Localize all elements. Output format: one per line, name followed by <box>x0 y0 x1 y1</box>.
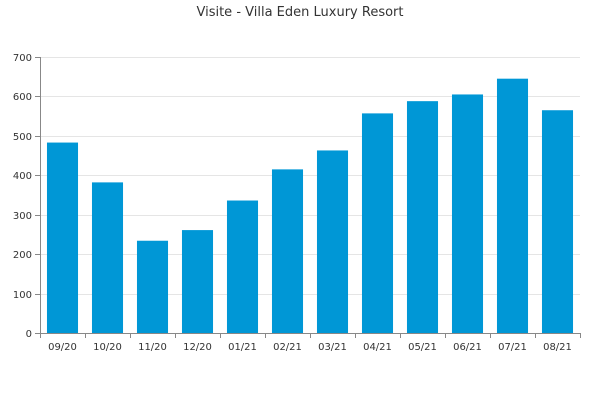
x-tick-label: 10/20 <box>93 342 122 353</box>
x-tick-label: 08/21 <box>543 342 572 353</box>
bar-02-21 <box>271 169 304 333</box>
x-tick-label: 11/20 <box>138 342 167 353</box>
y-axis-ticks: 0 100 200 300 400 500 600 700 <box>13 53 40 340</box>
x-tick-label: 02/21 <box>273 342 302 353</box>
y-tick-label: 600 <box>13 92 32 103</box>
y-tick-label: 200 <box>13 250 32 261</box>
bar-12-20 <box>181 230 214 333</box>
bar-04-21 <box>361 113 394 333</box>
y-tick-label: 400 <box>13 171 32 182</box>
bar-08-21 <box>541 110 574 333</box>
x-tick-label: 01/21 <box>228 342 257 353</box>
bar-03-21 <box>316 150 349 333</box>
x-tick-label: 12/20 <box>183 342 212 353</box>
bar-01-21 <box>226 200 259 333</box>
bar-07-21 <box>496 78 529 333</box>
y-tick-label: 700 <box>13 53 32 64</box>
bars <box>46 78 574 333</box>
bar-11-20 <box>136 240 169 333</box>
bar-10-20 <box>91 182 124 333</box>
x-tick-label: 03/21 <box>318 342 347 353</box>
x-tick-label: 06/21 <box>453 342 482 353</box>
x-axis-ticks: 09/20 10/20 11/20 12/20 01/21 02/21 03/21 04/21… <box>40 333 581 353</box>
bar-06-21 <box>451 94 484 333</box>
grid-lines <box>40 57 580 295</box>
x-tick-label: 04/21 <box>363 342 392 353</box>
x-tick-label: 07/21 <box>498 342 527 353</box>
chart-title: Visite - Villa Eden Luxury Resort <box>196 5 403 20</box>
bar-09-20 <box>46 142 79 333</box>
x-tick-label: 09/20 <box>48 342 77 353</box>
y-tick-label: 0 <box>26 329 32 340</box>
y-tick-label: 300 <box>13 211 32 222</box>
bar-05-21 <box>406 101 439 333</box>
y-tick-label: 100 <box>13 290 32 301</box>
x-tick-label: 05/21 <box>408 342 437 353</box>
y-tick-label: 500 <box>13 132 32 143</box>
